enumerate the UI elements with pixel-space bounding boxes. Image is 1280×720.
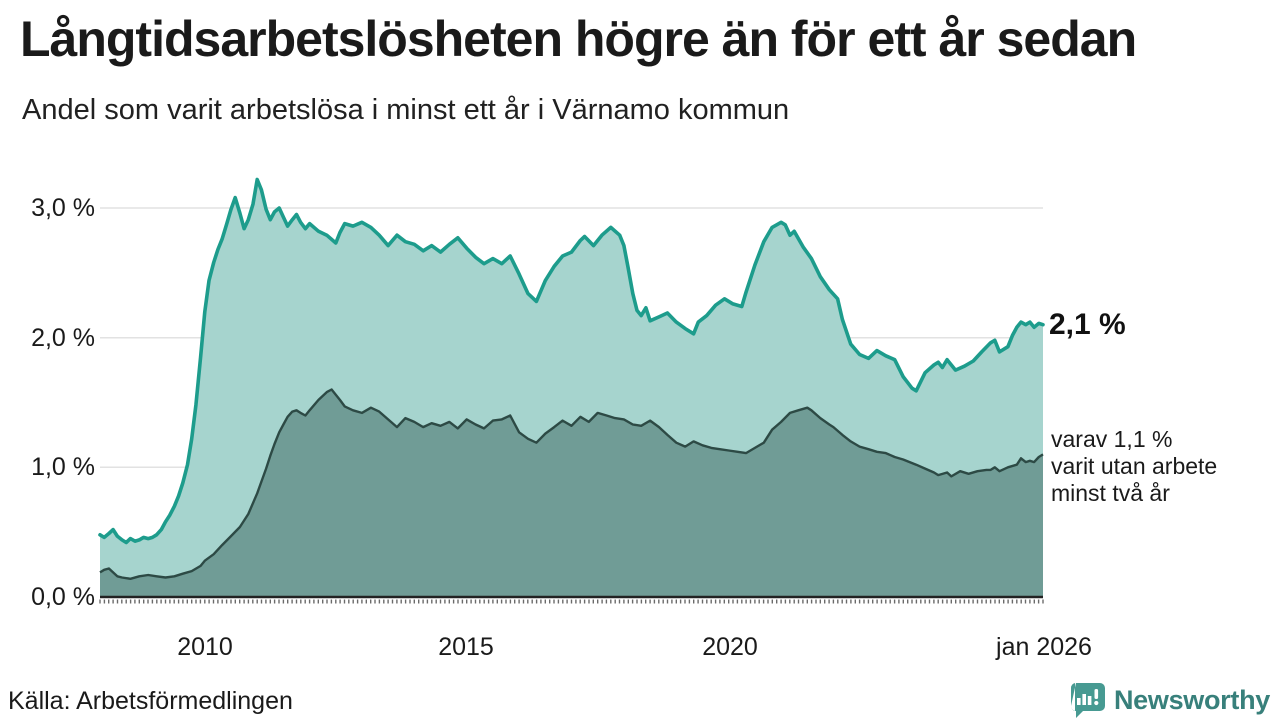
page-title: Långtidsarbetslösheten högre än för ett … bbox=[20, 11, 1137, 67]
series-end-value-label: 2,1 % bbox=[1049, 308, 1126, 341]
annotation-line-3: minst två år bbox=[1051, 480, 1170, 506]
chart-subtitle: Andel som varit arbetslösa i minst ett å… bbox=[22, 94, 790, 126]
brand-logo: Newsworthy bbox=[1070, 682, 1270, 719]
annotation-line-1: varav 1,1 % bbox=[1051, 426, 1173, 452]
y-tick-3: 3,0 % bbox=[31, 194, 95, 222]
x-tick-jan-2026: jan 2026 bbox=[996, 633, 1092, 661]
y-tick-1: 1,0 % bbox=[31, 453, 95, 481]
x-tick-2020: 2020 bbox=[702, 633, 758, 661]
series-secondary-annotation: varav 1,1 % varit utan arbete minst två … bbox=[1051, 426, 1217, 507]
x-tick-2010: 2010 bbox=[177, 633, 233, 661]
brand-wordmark: Newsworthy bbox=[1113, 685, 1270, 715]
newsworthy-icon bbox=[1070, 683, 1105, 718]
x-tick-2015: 2015 bbox=[438, 633, 494, 661]
annotation-line-2: varit utan arbete bbox=[1051, 453, 1218, 479]
y-tick-2: 2,0 % bbox=[31, 324, 95, 352]
source-caption: Källa: Arbetsförmedlingen bbox=[8, 687, 293, 715]
y-tick-0: 0,0 % bbox=[31, 583, 95, 611]
